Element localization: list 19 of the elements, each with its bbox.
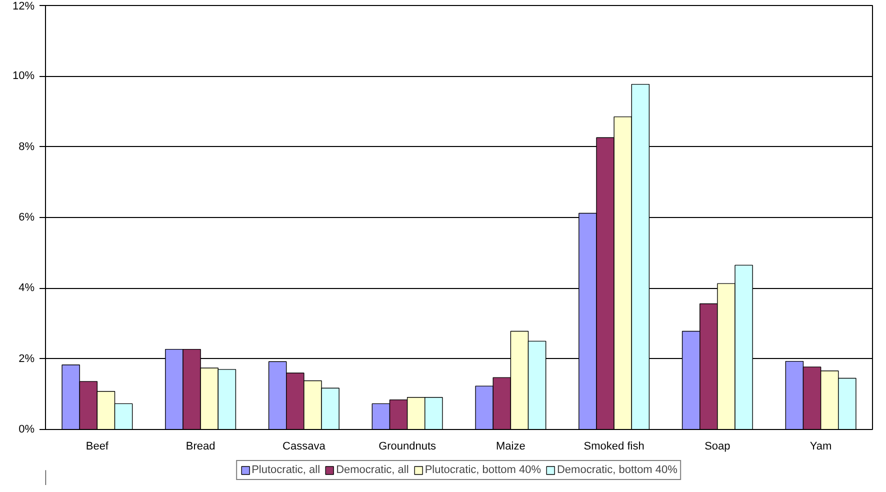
x-tick-label: Smoked fish <box>584 440 644 452</box>
y-tick-label: 6% <box>18 212 35 224</box>
x-tick-label: Soap <box>704 440 730 452</box>
x-tick-label: Yam <box>810 440 832 452</box>
x-tick-label: Bread <box>186 440 216 452</box>
legend-label: Plutocratic, bottom 40% <box>424 464 541 476</box>
y-tick-label: 2% <box>18 352 35 365</box>
y-tick-label: 8% <box>18 140 35 153</box>
legend-label: Democratic, all <box>336 464 409 476</box>
x-tick-label: Maize <box>496 440 526 452</box>
x-tick-label: Groundnuts <box>378 440 437 452</box>
y-tick-label: 10% <box>12 70 35 82</box>
x-tick-label: Cassava <box>282 440 326 452</box>
legend-label: Plutocratic, all <box>252 464 320 476</box>
y-tick-label: 4% <box>18 282 35 294</box>
y-tick-label: 12% <box>12 0 35 12</box>
x-tick-label: Beef <box>86 440 110 452</box>
legend-label: Democratic, bottom 40% <box>556 464 678 476</box>
y-tick-label: 0% <box>18 424 35 436</box>
